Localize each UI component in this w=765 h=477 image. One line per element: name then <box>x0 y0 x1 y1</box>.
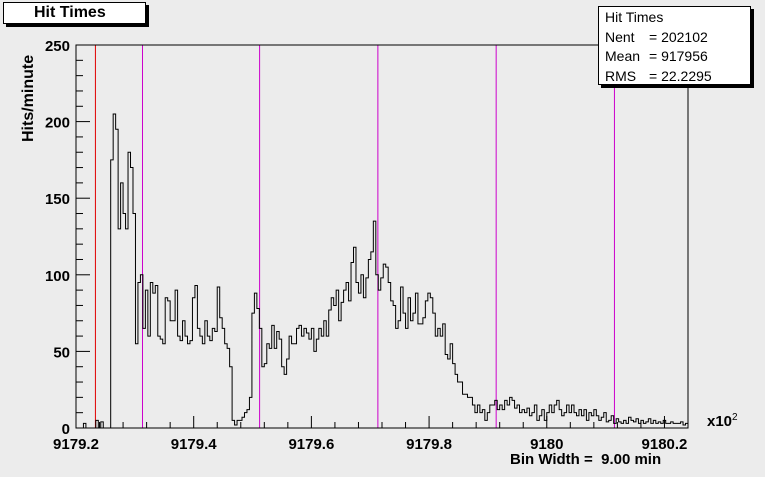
y-tick-label: 0 <box>62 421 70 438</box>
x-tick-label: 9180 <box>530 436 563 453</box>
y-axis-label: Hits/minute <box>20 54 37 142</box>
stats-value: = 917956 <box>649 48 708 64</box>
stats-value: = 202102 <box>649 28 708 45</box>
x-tick-label: 9179.2 <box>53 436 99 453</box>
x-tick-label: 9179.8 <box>406 436 452 453</box>
y-tick-label: 100 <box>45 268 70 285</box>
x-axis-scale-factor: x102 <box>707 412 738 430</box>
histogram-title: Hit Times <box>34 4 106 21</box>
stats-key: RMS <box>605 67 637 84</box>
stats-row-mean: Mean = 917956 <box>605 47 750 67</box>
x-tick-label: 9180.2 <box>642 436 688 453</box>
stats-key: Mean <box>605 48 641 64</box>
histogram-title-box: Hit Times <box>3 2 146 24</box>
stats-title: Hit Times <box>605 9 664 25</box>
bin-width-note: Bin Width = 9.00 min <box>510 451 662 468</box>
y-tick-label: 200 <box>45 115 70 132</box>
histogram-series <box>76 113 689 429</box>
stats-value: = 22.2295 <box>649 67 712 84</box>
y-tick-label: 150 <box>45 191 70 208</box>
stats-row-nent: Nent = 202102 <box>605 28 750 48</box>
y-tick-label: 250 <box>45 38 70 55</box>
x-scale-exponent: 2 <box>732 412 738 423</box>
x-tick-label: 9179.6 <box>288 436 334 453</box>
stats-row-rms: RMS = 22.2295 <box>605 67 750 87</box>
plot-area <box>76 45 688 428</box>
y-tick-label: 50 <box>53 344 70 361</box>
stats-box: Hit Times Nent = 202102 Mean = 917956 RMS =… <box>598 6 751 85</box>
x-scale-base: x10 <box>707 413 733 430</box>
stats-key: Nent <box>605 28 635 45</box>
x-tick-label: 9179.4 <box>171 436 218 453</box>
